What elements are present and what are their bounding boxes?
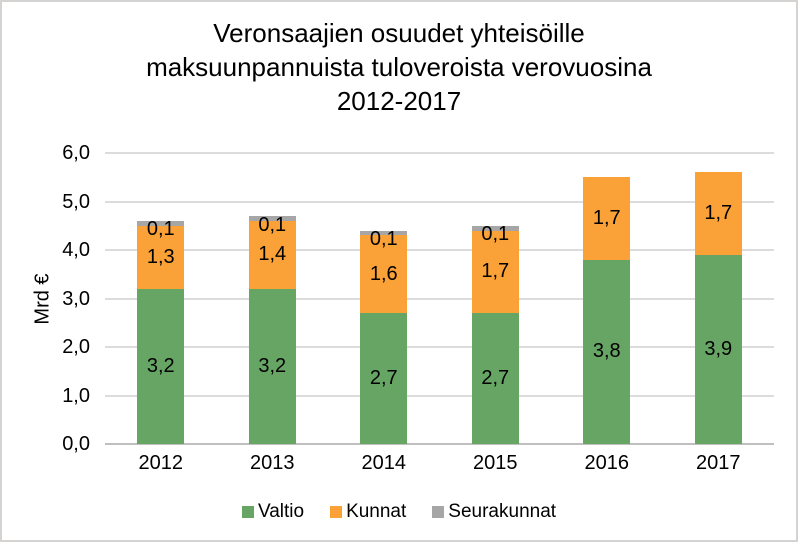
data-label-seurakunnat-2013: 0,1: [258, 213, 287, 236]
data-label-seurakunnat-2015: 0,1: [481, 223, 510, 246]
data-label-kunnat-2014: 1,6: [369, 262, 398, 285]
data-label-valtio-2013: 3,2: [258, 354, 287, 377]
legend-label-seurakunnat: Seurakunnat: [448, 501, 557, 522]
plot-area: 3,2 1,3 0,1 3,2 1,4 0,1 2,7 1,6 0,1 2,7 1,7 0,1 3,8 1…: [105, 152, 774, 445]
y-tick-label: 0,0: [62, 433, 90, 455]
x-tick-label-2017: 2017: [696, 452, 741, 474]
bar-segment-valtio-2014: 2,7: [360, 313, 408, 444]
legend-swatch-seurakunnat: [432, 506, 445, 518]
legend-swatch-kunnat: [330, 506, 343, 518]
y-tick-label: 2,0: [62, 336, 90, 358]
bar-2012: 3,2 1,3 0,1: [137, 218, 185, 444]
bar-2014: 2,7 1,6 0,1: [360, 228, 408, 444]
chart-title-line-2: maksuunpannuista tuloveroista verovuosin…: [146, 52, 652, 82]
y-tick-label: 1,0: [62, 384, 90, 407]
data-label-kunnat-2017: 1,7: [704, 202, 733, 225]
legend-item-seurakunnat: Seurakunnat: [432, 501, 556, 523]
x-tick-label-2016: 2016: [584, 452, 630, 474]
data-label-seurakunnat-2012: 0,1: [146, 218, 175, 241]
gridline: [105, 152, 774, 154]
bar-segment-seurakunnat-2012: 0,1: [137, 218, 185, 240]
bar-segment-seurakunnat-2015: 0,1: [471, 223, 519, 245]
chart-title: Veronsaajien osuudet yhteisöille maksuun…: [2, 16, 796, 118]
y-tick-label: 6,0: [62, 142, 90, 164]
legend: Valtio Kunnat Seurakunnat: [2, 501, 796, 523]
y-tick-label: 5,0: [62, 190, 90, 213]
x-tick-label-2015: 2015: [473, 452, 518, 474]
legend-item-valtio: Valtio: [241, 501, 305, 523]
y-tick-label: 4,0: [62, 239, 90, 261]
bar-2016: 3,8 1,7: [583, 177, 631, 444]
data-label-valtio-2015: 2,7: [481, 367, 510, 390]
bar-segment-valtio-2013: 3,2: [248, 288, 296, 444]
bar-segment-valtio-2017: 3,9: [694, 254, 742, 444]
chart-title-line-3: 2012-2017: [336, 86, 462, 116]
x-tick-label-2014: 2014: [361, 452, 407, 474]
bar-segment-valtio-2016: 3,8: [583, 259, 631, 444]
data-label-kunnat-2015: 1,7: [481, 260, 510, 283]
bar-segment-kunnat-2012: 1,3: [137, 225, 185, 289]
gridline: [105, 200, 774, 203]
bar-2015: 2,7 1,7 0,1: [471, 223, 519, 444]
data-label-kunnat-2016: 1,7: [592, 206, 621, 229]
legend-item-kunnat: Kunnat: [330, 501, 406, 523]
bar-2017: 3,9 1,7: [694, 172, 742, 444]
bar-segment-kunnat-2017: 1,7: [694, 172, 742, 255]
bar-segment-valtio-2012: 3,2: [137, 288, 185, 444]
data-label-valtio-2017: 3,9: [704, 337, 733, 360]
x-axis-line: [105, 443, 774, 445]
bar-segment-kunnat-2015: 1,7: [471, 230, 519, 314]
gridline: [105, 346, 774, 348]
bar-segment-valtio-2015: 2,7: [471, 313, 519, 444]
data-label-kunnat-2012: 1,3: [146, 245, 175, 268]
data-label-valtio-2014: 2,7: [369, 367, 398, 390]
x-tick-label-2013: 2013: [250, 452, 295, 474]
chart-title-line-1: Veronsaajien osuudet yhteisöille: [213, 18, 585, 48]
data-label-valtio-2016: 3,8: [592, 340, 621, 363]
data-label-seurakunnat-2014: 0,1: [369, 228, 398, 251]
x-tick-label-2012: 2012: [138, 452, 184, 474]
bar-segment-kunnat-2014: 1,6: [360, 235, 408, 314]
legend-label-kunnat: Kunnat: [346, 501, 407, 522]
gridline: [105, 394, 774, 397]
gridline: [105, 297, 774, 300]
gridline: [105, 249, 774, 251]
bar-segment-seurakunnat-2014: 0,1: [360, 228, 408, 250]
bar-segment-seurakunnat-2013: 0,1: [248, 214, 296, 236]
data-label-valtio-2012: 3,2: [146, 354, 175, 377]
legend-label-valtio: Valtio: [257, 501, 305, 522]
legend-swatch-valtio: [241, 506, 254, 518]
bar-segment-kunnat-2013: 1,4: [248, 220, 296, 289]
y-tick-label: 3,0: [62, 287, 90, 310]
bar-segment-kunnat-2016: 1,7: [583, 177, 631, 260]
bar-2013: 3,2 1,4 0,1: [248, 214, 296, 444]
data-label-kunnat-2013: 1,4: [258, 243, 287, 266]
